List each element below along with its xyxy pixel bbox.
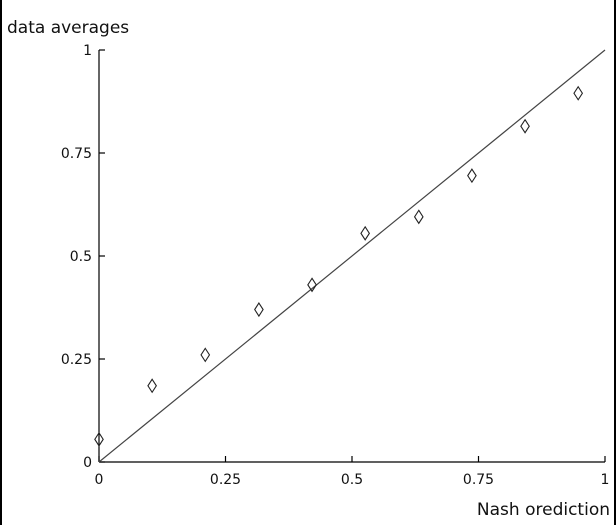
reference-line	[98, 49, 606, 463]
x-ticks: 0 0.25 0.5 0.75 1	[95, 456, 610, 488]
x-tick-label: 1	[601, 472, 610, 488]
x-axis-title: Nash orediction	[477, 500, 610, 520]
data-points	[94, 85, 584, 447]
y-ticks: 0 0.25 0.5 0.75 1	[61, 43, 105, 471]
x-tick-label: 0	[95, 472, 104, 488]
data-point-diamond	[94, 431, 104, 447]
y-tick-label: 0	[83, 455, 92, 471]
data-point-diamond	[200, 347, 211, 363]
data-point-diamond	[413, 209, 424, 225]
data-point-diamond	[520, 118, 530, 134]
data-point-diamond	[254, 302, 264, 318]
data-point-diamond	[467, 168, 477, 184]
x-tick-label: 0.25	[210, 472, 241, 488]
data-point-diamond	[307, 277, 317, 293]
y-tick-label: 0.75	[61, 146, 92, 162]
data-point-diamond	[573, 85, 584, 101]
x-tick-label: 0.5	[341, 472, 363, 488]
data-point-diamond	[147, 378, 157, 394]
data-point-diamond	[360, 225, 371, 241]
y-tick-label: 0.25	[61, 352, 92, 368]
y-axis-title: data averages	[7, 18, 129, 38]
y-tick-label: 1	[83, 43, 92, 59]
x-tick-label: 0.75	[463, 472, 494, 488]
y-tick-label: 0.5	[70, 249, 92, 265]
